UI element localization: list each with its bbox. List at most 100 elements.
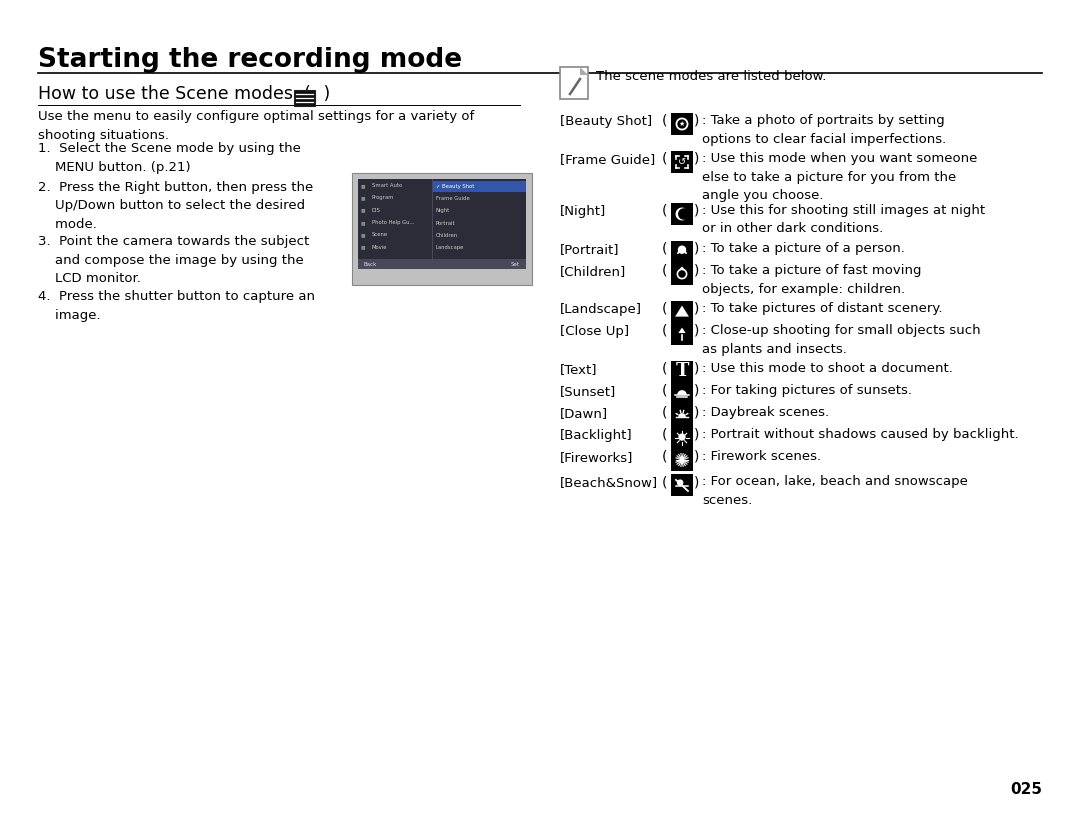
Bar: [671, 241, 693, 263]
Text: ■: ■: [361, 196, 366, 200]
Text: Landscape: Landscape: [436, 245, 464, 250]
Text: ■: ■: [361, 232, 366, 237]
Text: : Use this mode to shoot a document.: : Use this mode to shoot a document.: [702, 362, 953, 375]
Circle shape: [680, 458, 684, 461]
Text: (: (: [662, 362, 667, 376]
Bar: [294, 90, 315, 106]
Bar: [357, 179, 526, 269]
Wedge shape: [675, 208, 685, 221]
Bar: [671, 301, 693, 323]
Text: How to use the Scene modes  (: How to use the Scene modes (: [38, 85, 311, 103]
Text: 3.  Point the camera towards the subject
    and compose the image by using the
: 3. Point the camera towards the subject …: [38, 236, 309, 285]
Text: [Dawn]: [Dawn]: [561, 407, 608, 420]
Bar: [352, 173, 532, 285]
Bar: [671, 113, 693, 135]
Text: DIS: DIS: [372, 208, 381, 213]
Text: [Beauty Shot]: [Beauty Shot]: [561, 115, 652, 128]
Text: : For ocean, lake, beach and snowscape
scenes.: : For ocean, lake, beach and snowscape s…: [702, 475, 968, 506]
Polygon shape: [678, 267, 685, 270]
Text: (: (: [662, 242, 667, 256]
Text: Frame Guide: Frame Guide: [436, 196, 470, 201]
Bar: [671, 203, 693, 225]
Text: [Children]: [Children]: [561, 265, 626, 278]
Text: ): ): [694, 428, 700, 442]
Text: : To take pictures of distant scenery.: : To take pictures of distant scenery.: [702, 302, 943, 315]
Text: [Beach&Snow]: [Beach&Snow]: [561, 476, 658, 489]
Circle shape: [677, 480, 683, 485]
Text: Set: Set: [511, 262, 519, 267]
Text: Photo Help Gu...: Photo Help Gu...: [372, 220, 415, 225]
Text: (: (: [662, 384, 667, 398]
Bar: [357, 259, 526, 269]
Text: [Text]: [Text]: [561, 363, 597, 376]
Polygon shape: [580, 67, 588, 75]
Text: Children: Children: [436, 233, 458, 238]
Bar: [671, 361, 693, 383]
Text: ★: ★: [679, 121, 685, 127]
Text: ): ): [694, 242, 700, 256]
Text: 4.  Press the shutter button to capture an
    image.: 4. Press the shutter button to capture a…: [38, 290, 315, 321]
Text: (: (: [662, 302, 667, 316]
Text: [Sunset]: [Sunset]: [561, 385, 617, 398]
Text: [Landscape]: [Landscape]: [561, 303, 642, 316]
Text: T: T: [675, 362, 689, 380]
Text: 025: 025: [1010, 782, 1042, 797]
Polygon shape: [675, 306, 689, 316]
Text: (: (: [662, 264, 667, 278]
Text: Scene: Scene: [372, 232, 388, 237]
Text: : Use this mode when you want someone
else to take a picture for you from the
an: : Use this mode when you want someone el…: [702, 152, 977, 202]
Text: [Fireworks]: [Fireworks]: [561, 451, 633, 464]
Text: (: (: [662, 114, 667, 128]
Text: Program: Program: [372, 196, 394, 200]
Text: Use the menu to easily configure optimal settings for a variety of
shooting situ: Use the menu to easily configure optimal…: [38, 110, 474, 142]
Wedge shape: [677, 390, 687, 395]
Bar: [671, 405, 693, 427]
Text: ): ): [694, 302, 700, 316]
Text: ): ): [694, 406, 700, 420]
Bar: [433, 181, 526, 192]
Circle shape: [678, 209, 689, 219]
Bar: [671, 151, 693, 173]
Text: (: (: [662, 450, 667, 464]
Text: ■: ■: [361, 183, 366, 188]
Text: : Daybreak scenes.: : Daybreak scenes.: [702, 406, 829, 419]
Text: Portrait: Portrait: [436, 221, 456, 226]
Text: ): ): [694, 475, 700, 489]
Text: (: (: [662, 324, 667, 338]
Text: ): ): [318, 85, 330, 103]
Text: Back: Back: [364, 262, 377, 267]
Text: : Portrait without shadows caused by backlight.: : Portrait without shadows caused by bac…: [702, 428, 1018, 441]
Text: ): ): [694, 324, 700, 338]
Text: [Frame Guide]: [Frame Guide]: [561, 153, 656, 166]
Text: (: (: [662, 152, 667, 166]
Text: (: (: [662, 204, 667, 218]
Circle shape: [679, 434, 685, 440]
Text: ): ): [694, 264, 700, 278]
Bar: [671, 383, 693, 405]
Text: (: (: [662, 428, 667, 442]
Text: ): ): [694, 114, 700, 128]
Text: Movie: Movie: [372, 244, 388, 249]
Text: ): ): [694, 152, 700, 166]
Text: ■: ■: [361, 244, 366, 249]
Text: Night: Night: [436, 209, 450, 214]
Circle shape: [678, 246, 686, 253]
Text: ): ): [694, 384, 700, 398]
Text: ↺: ↺: [678, 157, 686, 167]
Text: 1.  Select the Scene mode by using the
    MENU button. (p.21): 1. Select the Scene mode by using the ME…: [38, 142, 301, 174]
Polygon shape: [678, 328, 686, 333]
Text: ■: ■: [361, 220, 366, 225]
Bar: [671, 449, 693, 471]
Text: Smart Auto: Smart Auto: [372, 183, 402, 188]
Bar: [671, 427, 693, 449]
Text: : Use this for shooting still images at night
or in other dark conditions.: : Use this for shooting still images at …: [702, 204, 985, 236]
Bar: [561, 67, 588, 99]
Text: [Backlight]: [Backlight]: [561, 429, 633, 442]
Bar: [671, 263, 693, 285]
Text: Starting the recording mode: Starting the recording mode: [38, 47, 462, 73]
Text: [Night]: [Night]: [561, 205, 606, 218]
Text: ): ): [694, 362, 700, 376]
Text: ✓ Beauty Shot: ✓ Beauty Shot: [436, 183, 474, 188]
Text: : Close-up shooting for small objects such
as plants and insects.: : Close-up shooting for small objects su…: [702, 324, 981, 355]
Bar: [671, 474, 693, 496]
